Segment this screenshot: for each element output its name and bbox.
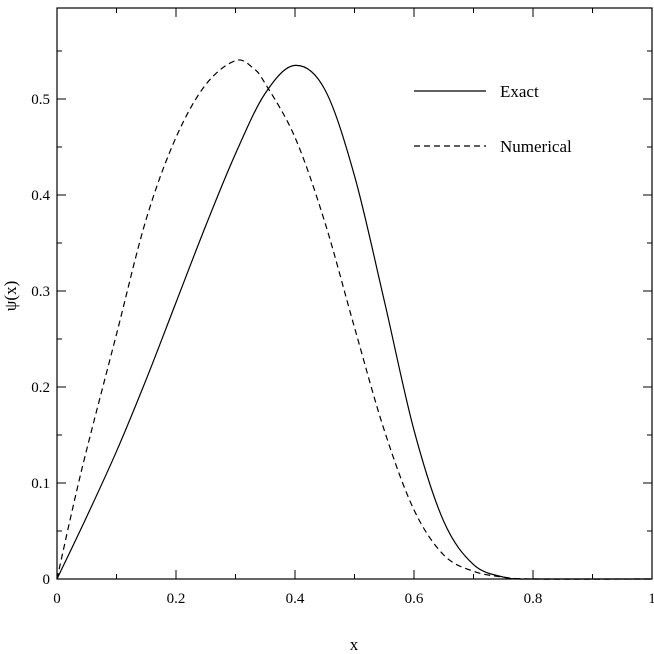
tick-group: 0 0.2 0.4 0.6 0.8 1 0 0.1 0.2 0.3 0.4 0.5 <box>31 8 654 607</box>
y-tick-label: 0.1 <box>31 476 50 492</box>
x-tick-label: 0.4 <box>286 591 305 607</box>
x-tick-label: 0.6 <box>405 591 424 607</box>
y-tick-label: 0.2 <box>31 380 50 396</box>
y-axis-label: ψ(x) <box>1 281 20 311</box>
x-tick-label: 0 <box>53 591 61 607</box>
series-group <box>56 59 653 580</box>
y-tick-label: 0.3 <box>31 284 50 300</box>
series-line-numerical <box>56 59 653 580</box>
plot-frame <box>56 7 653 580</box>
legend-label-numerical: Numerical <box>500 137 572 156</box>
y-tick-label: 0 <box>43 572 51 588</box>
y-tick-label: 0.5 <box>31 92 50 108</box>
x-tick-label: 0.2 <box>167 591 186 607</box>
series-line-exact <box>56 64 652 580</box>
x-tick-label: 1 <box>648 591 654 607</box>
legend-label-exact: Exact <box>500 82 539 101</box>
legend: Exact Numerical <box>414 82 572 156</box>
x-tick-label: 0.8 <box>524 591 543 607</box>
y-tick-label: 0.4 <box>31 188 50 204</box>
x-axis-label: x <box>350 635 359 654</box>
